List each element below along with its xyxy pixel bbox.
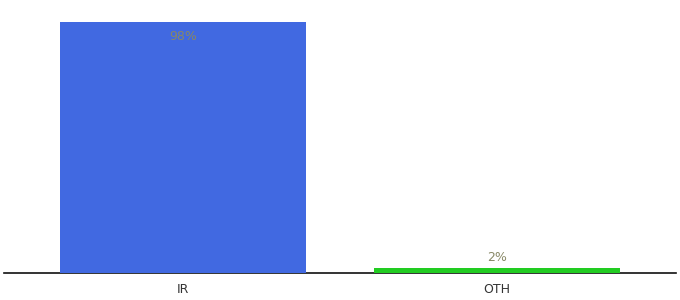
Text: 2%: 2% [487, 251, 507, 264]
Bar [373, 268, 620, 273]
Bar [60, 22, 307, 273]
Text: 98%: 98% [169, 30, 197, 43]
